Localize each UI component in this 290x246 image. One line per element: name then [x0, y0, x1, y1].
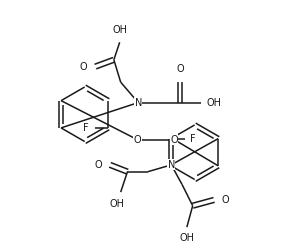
Text: F: F: [191, 134, 196, 144]
Text: O: O: [222, 195, 229, 205]
Text: F: F: [83, 123, 89, 133]
Text: OH: OH: [179, 233, 194, 243]
Text: OH: OH: [206, 98, 221, 108]
Text: O: O: [176, 64, 184, 74]
Text: OH: OH: [109, 199, 124, 209]
Text: O: O: [95, 160, 102, 170]
Text: O: O: [133, 135, 141, 145]
Text: O: O: [171, 135, 178, 145]
Text: OH: OH: [112, 25, 127, 35]
Text: N: N: [135, 98, 142, 108]
Text: O: O: [80, 62, 88, 72]
Text: N: N: [168, 160, 175, 170]
